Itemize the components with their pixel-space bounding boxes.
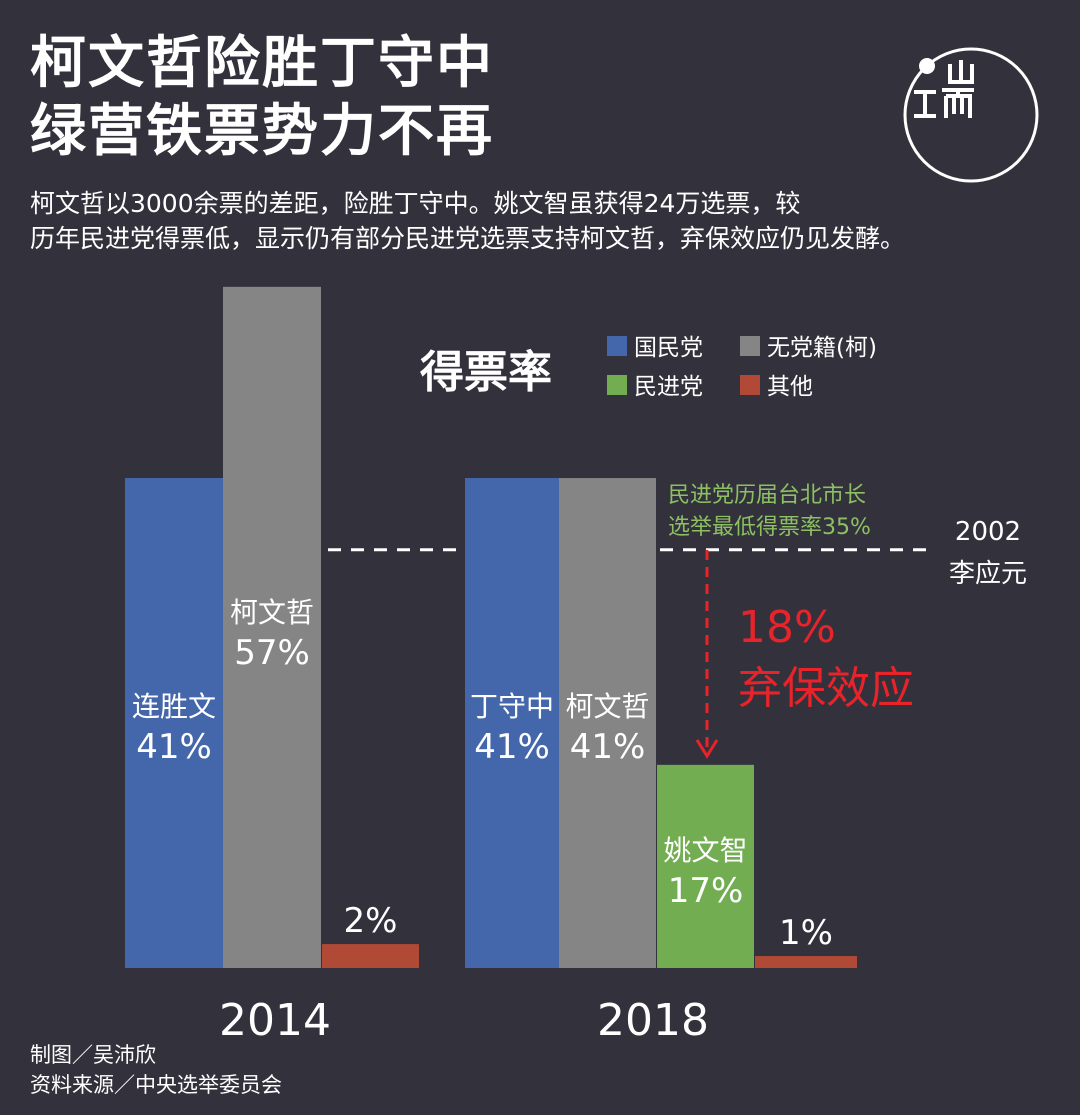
reference-line-group: 民进党历届台北市长 选举最低得票率35% 2002 李应元	[328, 483, 1027, 589]
bar-2018-2	[657, 764, 754, 968]
credits-author: 制图／吴沛欣	[30, 1043, 156, 1067]
bar-candidate-label: 柯文哲	[565, 690, 649, 723]
bar-value-label: 1%	[779, 913, 833, 953]
chart-inner-title: 得票率	[419, 347, 552, 398]
bar-value-label: 17%	[668, 871, 744, 911]
bar-value-label: 41%	[570, 727, 646, 767]
bar-candidate-label: 姚文智	[663, 834, 747, 867]
legend-label-kmt: 国民党	[634, 335, 703, 361]
legend-swatch-independent	[740, 336, 760, 356]
reference-name-label: 李应元	[949, 559, 1027, 589]
legend-label-other: 其他	[767, 374, 813, 400]
year-tick-label: 2018	[597, 995, 709, 1046]
bar-2018-1	[559, 478, 656, 968]
year-tick-label: 2014	[219, 995, 331, 1046]
bar-value-label: 41%	[136, 727, 212, 767]
legend-swatch-dpp	[607, 375, 627, 395]
labels-layer: 连胜文 41% 柯文哲 57% 2% 2014 丁守中 41% 柯文哲 41% 姚文智 17% 1% 20…	[132, 596, 833, 1046]
bar-2014-1	[223, 286, 321, 969]
bar-2014-0	[125, 478, 223, 968]
bar-candidate-label: 柯文哲	[230, 596, 314, 629]
reference-note-line-1: 民进党历届台北市长	[668, 483, 866, 508]
drop-arrow-head-icon	[695, 739, 719, 759]
bar-candidate-label: 连胜文	[132, 690, 216, 723]
annotation-text: 弃保效应	[738, 663, 914, 714]
subtitle-line-1: 柯文哲以3000余票的差距，险胜丁守中。姚文智虽获得24万选票，较	[30, 189, 801, 218]
annotation-value: 18%	[738, 602, 836, 653]
reference-year-label: 2002	[955, 517, 1021, 547]
bar-value-label: 41%	[474, 727, 550, 767]
bars-layer	[125, 286, 857, 969]
legend-label-dpp: 民进党	[634, 374, 703, 400]
theinitium-logo-icon	[903, 47, 1039, 183]
bar-value-label: 2%	[344, 901, 398, 941]
title-line-2: 绿营铁票势力不再	[30, 99, 494, 164]
subtitle-line-2: 历年民进党得票低，显示仍有部分民进党选票支持柯文哲，弃保效应仍见发酵。	[30, 224, 906, 253]
reference-note-line-2: 选举最低得票率35%	[668, 515, 871, 540]
credits-source: 资料来源／中央选举委员会	[30, 1073, 282, 1097]
legend-swatch-other	[740, 375, 760, 395]
bar-value-label: 57%	[234, 633, 310, 673]
legend-swatch-kmt	[607, 336, 627, 356]
bar-2018-3	[755, 956, 857, 968]
chart-title: 柯文哲险胜丁守中 绿营铁票势力不再	[30, 30, 494, 166]
legend-label-independent: 无党籍(柯)	[767, 335, 877, 361]
bar-2014-2	[322, 944, 419, 968]
vote-abandonment-annotation: 18% 弃保效应	[695, 550, 914, 759]
chart-subtitle: 柯文哲以3000余票的差距，险胜丁守中。姚文智虽获得24万选票，较 历年民进党得…	[30, 186, 1070, 256]
title-line-1: 柯文哲险胜丁守中	[30, 31, 494, 96]
bar-2018-0	[465, 478, 559, 968]
credits: 制图／吴沛欣 资料来源／中央选举委员会	[30, 1040, 282, 1100]
chart-legend: 国民党 无党籍(柯) 民进党 其他	[607, 335, 877, 400]
bar-candidate-label: 丁守中	[470, 690, 554, 723]
